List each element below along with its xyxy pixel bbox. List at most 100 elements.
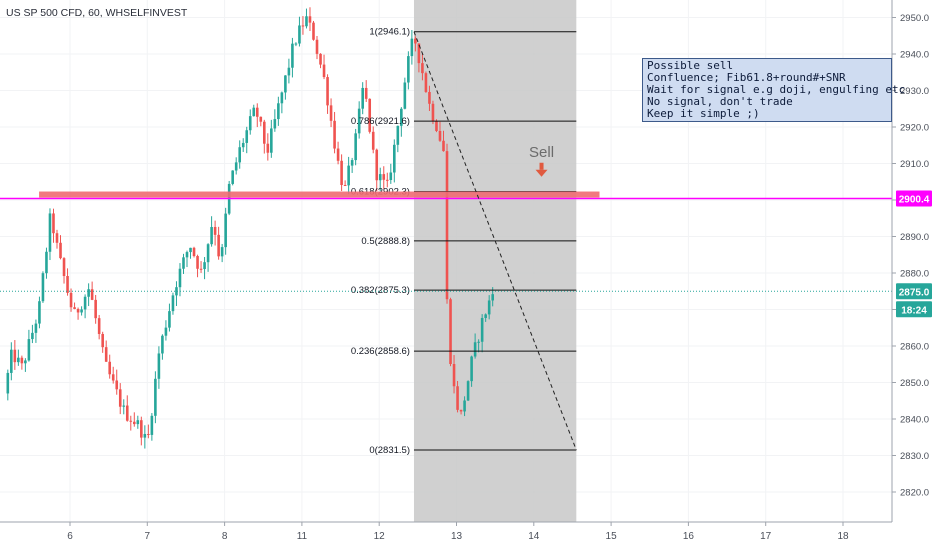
fib-level-label: 0.5(2888.8) [361,236,410,247]
price-tick-label: 2830.0 [900,451,929,462]
candle-body [24,360,27,364]
candle-body [241,142,245,148]
candle-body [459,409,463,412]
fib-level-label: 0(2831.5) [369,445,410,456]
candle-body [473,342,477,357]
candle-body [154,378,157,416]
candles-layer [6,7,494,449]
chart-title: US SP 500 CFD, 60, WHSELFINVEST [6,7,188,19]
candle-body [329,105,333,121]
candle-body [396,125,400,145]
candle-body [210,226,213,245]
candle-body [199,268,203,270]
annotation-layer: Sell [0,31,892,451]
candle-body [27,339,31,361]
candle-body [322,64,326,78]
candle-body [259,116,263,122]
candle-body [333,120,336,149]
candle-body [185,252,189,258]
candle-body [196,256,199,269]
candle-body [150,415,154,435]
candle-body [484,314,487,318]
candle-body [231,170,234,184]
candle-body [417,43,421,64]
trade-note[interactable]: Possible sell Confluence; Fib61.8+round#… [642,58,905,122]
candle-body [192,247,196,257]
candle-body [161,335,164,354]
candle-body [477,341,480,343]
candle-body [41,273,45,302]
candle-body [487,300,491,315]
candle-body [206,244,210,263]
candle-body [308,16,312,23]
candle-body [375,149,379,181]
time-tick-label: 12 [374,531,386,542]
fib-level-label: 0.236(2858.6) [351,346,410,357]
candle-body [294,43,298,45]
candle-body [171,295,175,312]
candle-body [431,103,435,122]
candle-body [255,107,259,117]
candle-body [69,292,73,308]
candle-body [403,82,407,109]
candle-body [140,420,143,438]
candle-body [385,179,389,181]
candle-body [343,185,347,187]
note-line: Confluence; Fib61.8+round#+SNR [647,71,846,84]
candle-body [305,16,308,27]
candle-body [466,381,470,401]
candle-body [52,213,55,234]
candle-body [361,87,364,109]
candle-body [312,22,315,40]
candle-body [48,213,52,252]
candle-body [326,77,329,106]
candle-body [83,296,87,310]
candle-body [428,91,431,104]
candle-body [298,25,301,44]
candle-body [97,318,101,334]
trend-line[interactable] [413,31,577,451]
note-line: Possible sell [647,59,734,72]
fib-level-label: 1(2946.1) [369,27,410,38]
candle-body [203,262,206,270]
candle-body [136,420,140,425]
candle-body [59,242,62,259]
candle-body [76,308,80,313]
note-line: No signal, don't trade [647,95,793,108]
time-tick-label: 13 [451,531,463,542]
price-tick-label: 2860.0 [900,342,929,353]
candle-body [301,25,305,27]
candle-body [480,317,484,342]
candle-body [122,405,126,407]
fib-level-label: 0.382(2875.3) [351,285,410,296]
candle-body [132,421,136,425]
time-tick-label: 6 [67,531,73,542]
candle-body [357,108,361,134]
candle-body [164,327,168,336]
candle-body [315,39,319,54]
candle-body [10,349,13,373]
candle-body [17,357,20,363]
price-tick-label: 2840.0 [900,415,929,426]
candle-body [445,151,449,300]
candle-body [220,247,224,257]
candle-body [424,73,428,92]
candle-body [280,92,284,104]
candle-body [90,289,94,300]
fib-level-label: 0.786(2921.6) [351,116,410,127]
current-price-badge [896,283,932,300]
candle-body [13,349,17,363]
candle-body [80,309,83,313]
candle-body [350,160,354,166]
candle-body [31,332,34,340]
time-tick-label: 17 [760,531,772,542]
time-tick-label: 15 [606,531,618,542]
candle-body [410,38,414,57]
candle-body [491,294,494,301]
current-price-badge-label: 2875.0 [899,287,930,298]
candle-body [336,148,340,161]
candle-body [266,143,270,153]
candle-body [449,299,452,365]
